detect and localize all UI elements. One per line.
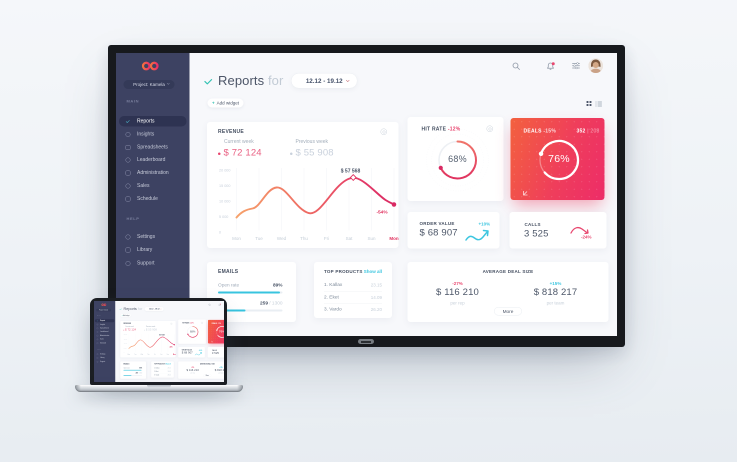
svg-text:-54%: -54% <box>376 210 388 216</box>
svg-text:-54%: -54% <box>169 345 173 348</box>
svg-text:$ 57 568: $ 57 568 <box>341 169 361 175</box>
svg-text:$ 57 568: $ 57 568 <box>158 335 164 337</box>
